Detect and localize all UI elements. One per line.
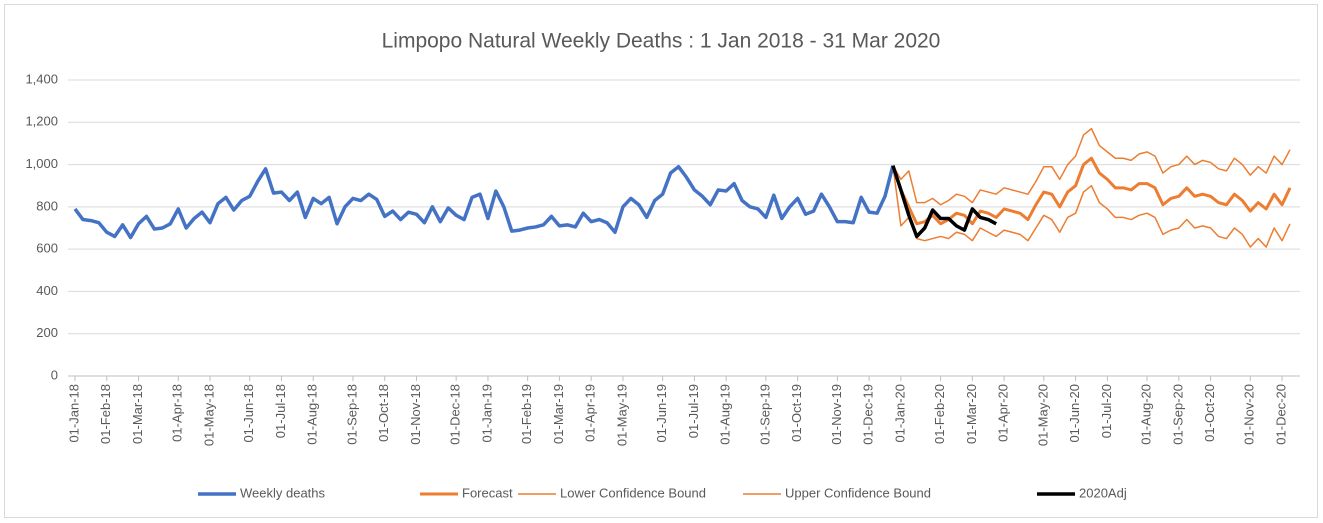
y-tick-label: 0 [51,367,58,382]
x-tick-label: 01-Jun-18 [241,384,256,443]
x-tick-label: 01-Jul-19 [686,384,701,438]
x-tick-label: 01-Sep-19 [757,384,772,445]
x-tick-label: 01-Feb-19 [519,384,534,444]
chart-border [4,4,1318,518]
x-tick-label: 01-Apr-18 [170,384,185,442]
x-tick-label: 01-Sep-20 [1170,384,1185,445]
x-tick-label: 01-Nov-20 [1242,384,1257,445]
series-line [892,127,1291,206]
legend-label: Weekly deaths [240,485,326,500]
y-tick-label: 800 [36,198,58,213]
y-tick-label: 200 [36,325,58,340]
x-tick-label: 01-Nov-19 [829,384,844,445]
x-tick-label: 01-Jul-20 [1099,384,1114,438]
x-tick-label: 01-Aug-19 [718,384,733,445]
x-tick-label: 01-Mar-18 [130,384,145,444]
y-tick-label: 600 [36,241,58,256]
x-tick-label: 01-Feb-18 [98,384,113,444]
series-line [73,164,895,240]
legend-label: Upper Confidence Bound [785,485,931,500]
x-tick-label: 01-Jan-18 [66,384,81,443]
chart-title: Limpopo Natural Weekly Deaths : 1 Jan 20… [382,30,941,53]
x-tick-label: 01-Apr-20 [996,384,1011,442]
x-tick-label: 01-May-20 [1035,384,1050,446]
x-tick-label: 01-Jan-20 [892,384,907,443]
x-tick-label: 01-Dec-18 [448,384,463,445]
x-tick-label: 01-Jun-20 [1067,384,1082,443]
x-tick-label: 01-May-18 [201,384,216,446]
x-tick-label: 01-Apr-19 [583,384,598,442]
x-tick-label: 01-Jan-19 [479,384,494,443]
legend-label: Lower Confidence Bound [560,485,706,500]
x-tick-label: 01-Mar-19 [551,384,566,444]
x-tick-label: 01-Dec-20 [1273,384,1288,445]
y-tick-label: 1,000 [25,156,58,171]
x-tick-label: 01-Sep-18 [344,384,359,445]
y-tick-label: 400 [36,283,58,298]
x-tick-label: 01-Feb-20 [932,384,947,444]
x-tick-label: 01-Aug-20 [1138,384,1153,445]
x-tick-label: 01-Jun-19 [654,384,669,443]
x-tick-label: 01-Nov-18 [408,384,423,445]
x-tick-label: 01-Jul-18 [273,384,288,438]
x-tick-label: 01-Oct-18 [376,384,391,442]
y-tick-label: 1,400 [25,71,58,86]
x-tick-label: 01-Oct-20 [1202,384,1217,442]
x-tick-label: 01-May-19 [614,384,629,446]
y-tick-label: 1,200 [25,114,58,129]
x-tick-label: 01-Aug-18 [305,384,320,445]
x-tick-label: 01-Dec-19 [861,384,876,445]
legend-label: 2020Adj [1079,485,1127,500]
x-tick-label: 01-Mar-20 [964,384,979,444]
series-line [891,165,998,239]
legend-label: Forecast [462,485,513,500]
series-line [892,165,1291,248]
series-line [891,156,1292,226]
x-tick-label: 01-Oct-19 [789,384,804,442]
